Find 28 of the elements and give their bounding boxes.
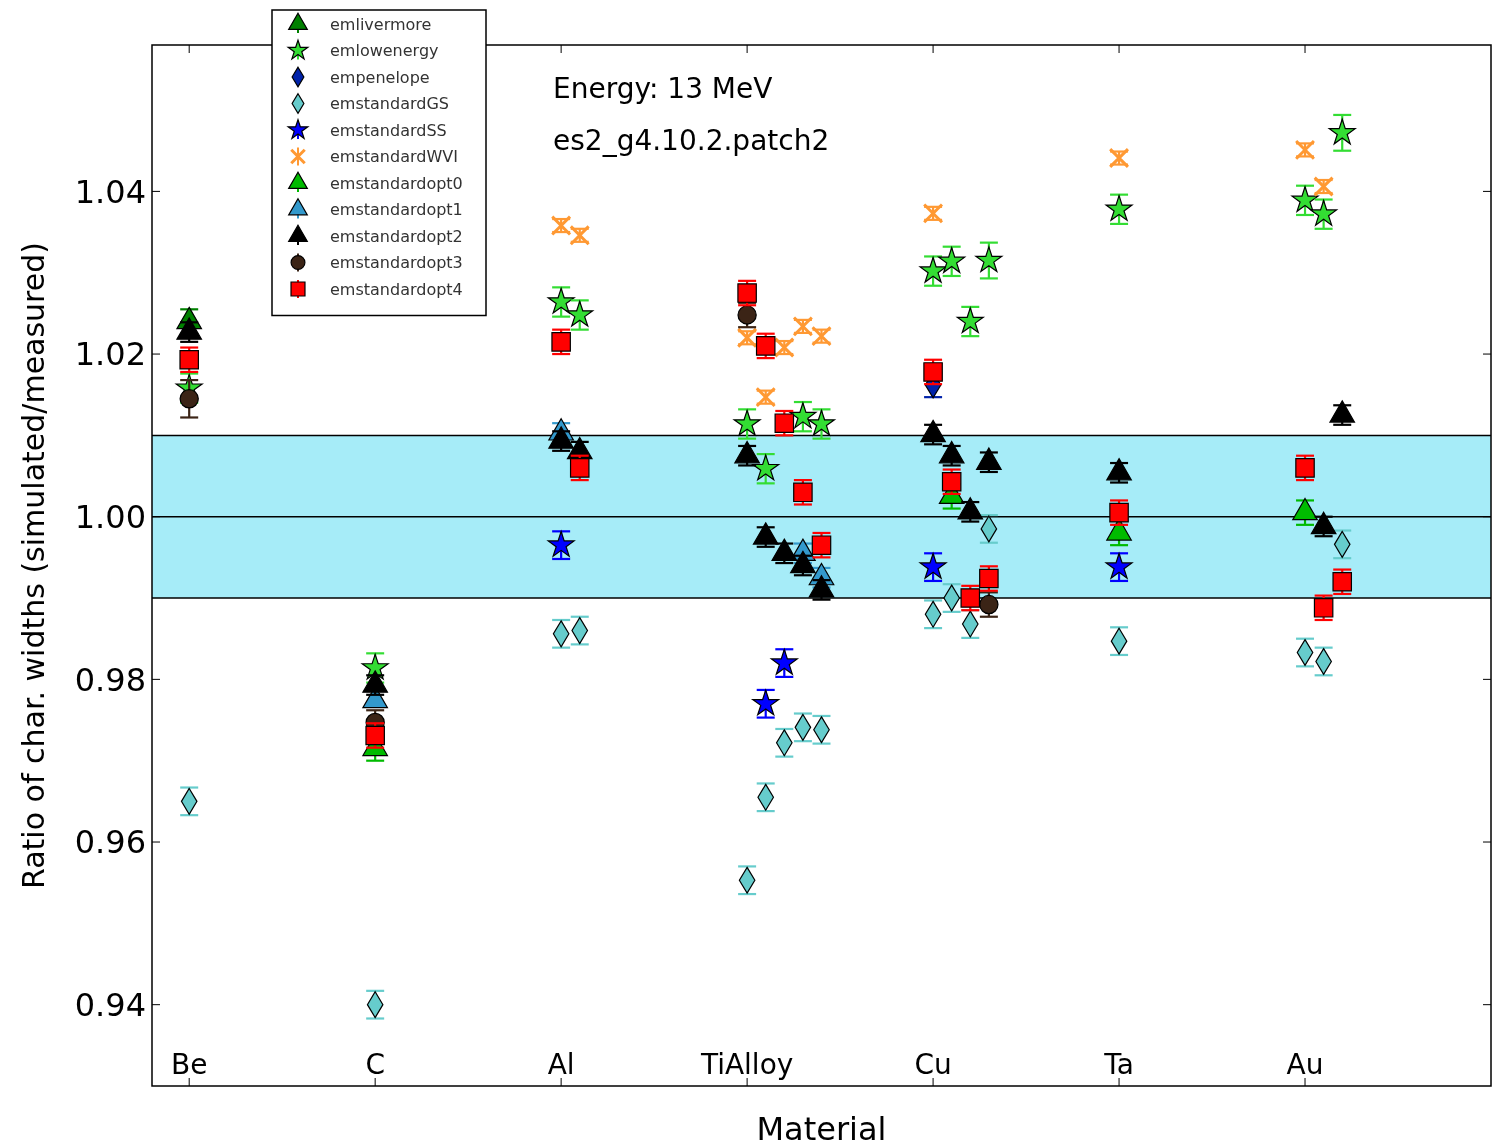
y-tick-label: 0.94: [74, 985, 146, 1024]
x-tick-label: Be: [170, 1048, 208, 1081]
legend-label: emstandardopt3: [330, 253, 463, 273]
legend-label: emstandardopt1: [330, 200, 463, 220]
annotation: Energy: 13 MeV: [553, 72, 773, 105]
x-tick-label: Al: [547, 1048, 575, 1081]
legend-label: emlivermore: [330, 14, 432, 34]
legend-label: emlowenergy: [330, 41, 439, 61]
x-tick-label: Cu: [914, 1048, 952, 1081]
y-tick-label: 1.00: [74, 497, 146, 536]
y-tick-label: 1.02: [74, 335, 146, 374]
y-tick-label: 1.04: [74, 172, 146, 211]
y-axis-title: Ratio of char. widths (simulated/measured): [16, 242, 51, 889]
x-tick-label: Au: [1286, 1048, 1324, 1081]
legend-label: empenelope: [330, 67, 430, 87]
y-tick-label: 0.96: [74, 823, 146, 862]
legend-label: emstandardopt2: [330, 226, 463, 246]
legend-label: emstandardopt4: [330, 279, 463, 299]
legend-label: emstandardSS: [330, 120, 447, 140]
legend-label: emstandardGS: [330, 94, 449, 114]
x-tick-label: TiAlloy: [699, 1048, 794, 1081]
x-tick-label: C: [365, 1048, 385, 1081]
x-axis-title: Material: [756, 1110, 887, 1146]
legend-label: emstandardopt0: [330, 173, 463, 193]
x-tick-label: Ta: [1103, 1048, 1134, 1081]
legend-label: emstandardWVI: [330, 147, 458, 167]
y-tick-label: 0.98: [74, 660, 146, 699]
annotation: es2_g4.10.2.patch2: [553, 124, 830, 157]
